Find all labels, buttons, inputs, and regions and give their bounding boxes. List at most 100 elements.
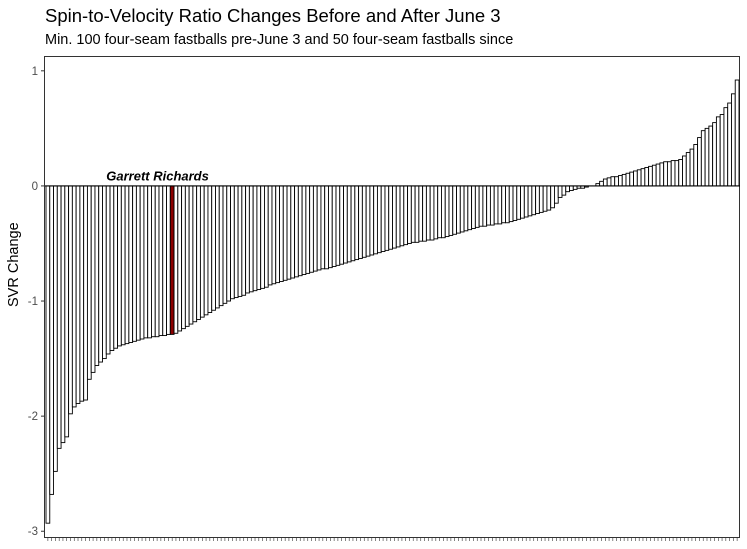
bar: [49, 185, 54, 495]
bar: [625, 172, 631, 187]
bar: [554, 185, 559, 204]
bar: [602, 178, 608, 187]
bar: [523, 185, 529, 218]
bar: [128, 185, 134, 343]
bar: [482, 185, 488, 227]
bar: [666, 161, 672, 187]
bar: [218, 185, 224, 307]
bar: [425, 185, 431, 241]
bar: [109, 185, 115, 351]
bar: [143, 185, 149, 339]
bar: [335, 185, 341, 266]
bar: [226, 185, 231, 302]
bar: [86, 185, 92, 380]
bar: [346, 185, 352, 263]
bar: [147, 185, 152, 339]
bar: [124, 185, 130, 345]
bar: [561, 185, 567, 196]
bar: [151, 185, 156, 338]
bar: [429, 185, 435, 241]
bar: [648, 165, 653, 187]
bar: [463, 185, 469, 232]
bar: [75, 185, 81, 404]
bar: [459, 185, 465, 233]
bar: [403, 185, 409, 246]
bar: [599, 180, 604, 187]
bar: [154, 185, 160, 338]
bar: [497, 185, 503, 225]
bar: [60, 185, 66, 444]
bar: [45, 185, 51, 524]
annotation-label: Garrett Richards: [106, 168, 209, 183]
bar: [505, 185, 510, 224]
bar: [120, 185, 126, 346]
bar: [324, 185, 329, 270]
bar: [196, 185, 201, 320]
bar: [486, 185, 491, 226]
bar: [610, 176, 616, 187]
bar: [199, 185, 205, 318]
bar: [105, 185, 111, 355]
bar: [407, 185, 412, 244]
bar: [633, 170, 638, 187]
bar: [181, 185, 186, 330]
bar: [384, 185, 390, 251]
chart-title: Spin-to-Velocity Ratio Changes Before an…: [45, 5, 501, 26]
bar: [252, 185, 258, 292]
bar: [361, 185, 367, 258]
bar: [715, 116, 721, 187]
bar: [354, 185, 360, 261]
bar: [184, 185, 190, 327]
bar: [267, 185, 273, 286]
bar-highlighted: [169, 185, 175, 335]
bar: [301, 185, 307, 275]
y-tick-label: 0: [32, 181, 38, 193]
bar: [727, 102, 732, 187]
y-tick-label: -3: [28, 526, 38, 538]
bar: [248, 185, 254, 293]
bar: [474, 185, 480, 228]
bar: [139, 185, 145, 340]
bar: [207, 185, 213, 313]
bar: [373, 185, 378, 255]
bar: [538, 185, 544, 213]
bar: [557, 185, 563, 198]
bar: [132, 185, 137, 342]
bar: [618, 175, 623, 187]
bar: [83, 185, 88, 401]
bar: [606, 177, 612, 187]
bar: [162, 185, 167, 337]
bar: [395, 185, 401, 248]
bar: [410, 185, 416, 243]
bar: [644, 167, 650, 187]
bar: [94, 185, 100, 366]
bar: [659, 162, 665, 187]
bar: [719, 114, 725, 187]
bar: [452, 185, 457, 235]
bar: [365, 185, 371, 257]
bar: [53, 185, 58, 472]
bar: [173, 185, 179, 334]
bar: [422, 185, 427, 242]
bar: [271, 185, 277, 285]
bar: [56, 185, 62, 449]
bar: [437, 185, 442, 239]
bar: [508, 185, 514, 223]
bar: [166, 185, 171, 335]
bar: [700, 130, 706, 187]
bar: [674, 160, 680, 187]
bar: [350, 185, 356, 262]
x-axis: [47, 537, 738, 541]
y-axis: 1 0 -1 -2 -3: [28, 66, 45, 538]
bar: [260, 185, 265, 289]
bar: [388, 185, 393, 250]
bar: [621, 173, 627, 187]
y-tick-label: 1: [32, 66, 38, 78]
bar: [569, 185, 574, 191]
bar: [117, 185, 122, 347]
bar: [358, 185, 363, 259]
bar: [682, 155, 687, 187]
bar: [527, 185, 533, 217]
y-tick-label: -1: [28, 296, 38, 308]
